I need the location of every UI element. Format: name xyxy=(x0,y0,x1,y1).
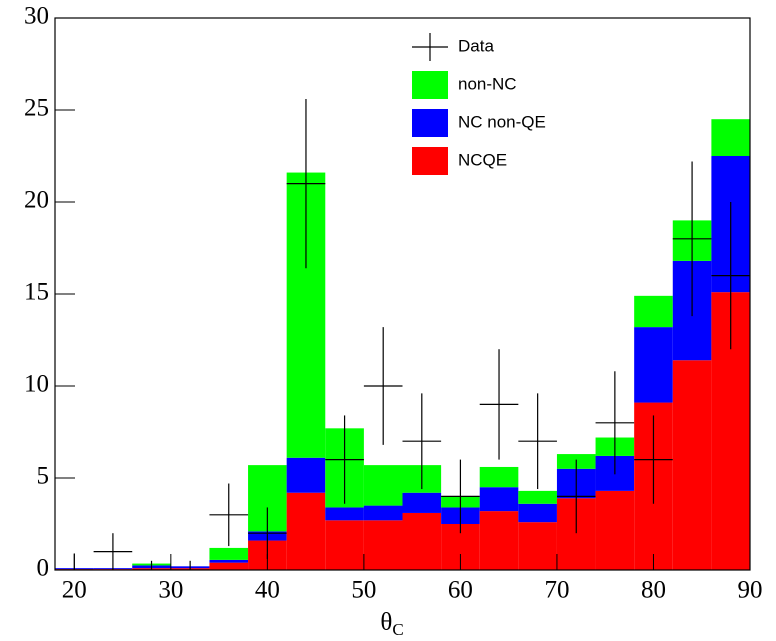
histogram-bar xyxy=(363,465,403,506)
histogram-bar xyxy=(286,492,326,570)
x-tick-label: 80 xyxy=(641,577,666,604)
x-tick-label: 90 xyxy=(738,577,763,604)
legend-label: NC non-QE xyxy=(458,112,546,131)
plot-area xyxy=(55,98,750,570)
x-tick-label: 20 xyxy=(62,577,87,604)
histogram-bar xyxy=(363,520,403,570)
y-tick-label: 25 xyxy=(24,95,49,122)
legend-swatch xyxy=(412,147,448,175)
histogram-bar xyxy=(518,522,557,570)
histogram-bar xyxy=(209,559,249,563)
histogram-bar xyxy=(518,503,557,523)
x-tick-label: 40 xyxy=(255,577,280,604)
histogram-bar xyxy=(209,547,249,560)
x-tick-label: 50 xyxy=(351,577,376,604)
histogram-bar xyxy=(479,511,519,570)
y-tick-label: 10 xyxy=(24,371,49,398)
y-tick-label: 0 xyxy=(37,555,50,582)
x-tick-label: 60 xyxy=(448,577,473,604)
histogram-bar xyxy=(518,490,557,504)
histogram-bar xyxy=(634,295,673,328)
legend: Data non-NC NC non-QE NCQE xyxy=(412,33,546,175)
histogram-bar xyxy=(325,520,364,570)
x-tick-label: 30 xyxy=(158,577,183,604)
x-label-subscript: C xyxy=(392,620,403,639)
histogram-bar xyxy=(479,487,519,512)
histogram-bar xyxy=(402,512,442,570)
legend-label: NCQE xyxy=(458,150,507,169)
histogram-bar xyxy=(286,457,326,493)
x-axis-label: θC xyxy=(380,609,403,639)
y-tick-label: 15 xyxy=(24,279,49,306)
x-label-symbol: θ xyxy=(380,609,392,636)
y-tick-label: 30 xyxy=(24,3,49,30)
legend-swatch xyxy=(412,71,448,99)
histogram-bar xyxy=(363,505,403,521)
axes: 0 5 10 15 20 25 30 20 30 40 50 60 70 80 90 xyxy=(24,3,763,604)
y-tick-label: 5 xyxy=(37,463,50,490)
legend-label: Data xyxy=(458,36,494,55)
legend-swatch xyxy=(412,109,448,137)
histogram-bar xyxy=(209,562,249,570)
histogram-bar xyxy=(672,360,712,570)
histogram-bar xyxy=(325,507,364,521)
histogram-bar xyxy=(479,466,519,488)
y-tick-label: 20 xyxy=(24,187,49,214)
histogram-bar xyxy=(402,492,442,513)
legend-label: non-NC xyxy=(458,74,517,93)
x-tick-label: 70 xyxy=(544,577,569,604)
histogram-bar xyxy=(595,490,635,570)
histogram-bar xyxy=(634,327,673,403)
histogram-bar xyxy=(711,119,750,156)
